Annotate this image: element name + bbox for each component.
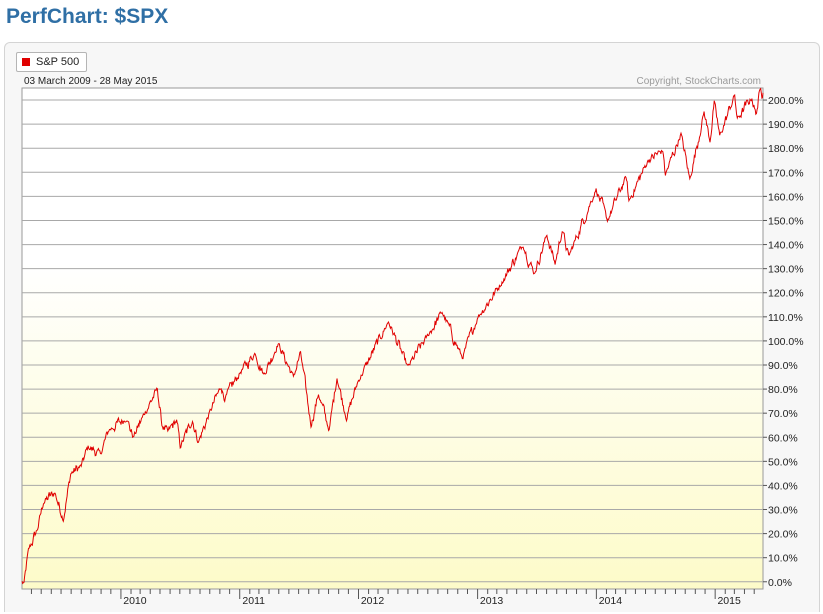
y-tick-label: 120.0%: [768, 288, 804, 300]
page-title: PerfChart: $SPX: [6, 5, 169, 28]
y-tick-label: 100.0%: [768, 336, 804, 348]
x-tick-label: 2015: [717, 595, 741, 607]
y-tick-label: 150.0%: [768, 215, 804, 227]
copyright-label: Copyright, StockCharts.com: [637, 76, 762, 87]
y-tick-label: 20.0%: [768, 529, 798, 541]
x-tick-label: 2010: [123, 595, 147, 607]
y-tick-label: 140.0%: [768, 240, 804, 252]
y-tick-label: 160.0%: [768, 191, 804, 203]
y-tick-label: 200.0%: [768, 95, 804, 107]
y-tick-label: 130.0%: [768, 264, 804, 276]
y-tick-label: 80.0%: [768, 384, 798, 396]
plot-area: [21, 87, 764, 590]
y-tick-label: 170.0%: [768, 167, 804, 179]
x-axis-ticks: [30, 589, 755, 599]
y-tick-label: 70.0%: [768, 408, 798, 420]
y-tick-label: 30.0%: [768, 505, 798, 517]
x-tick-label: 2014: [599, 595, 623, 607]
y-tick-label: 110.0%: [768, 312, 803, 324]
x-axis-labels: 2010 2011 2012 2013 2014 2015: [123, 595, 741, 607]
legend-swatch: [22, 58, 30, 66]
series-line-sp500: [21, 87, 764, 585]
y-tick-label: 0.0%: [768, 577, 792, 589]
y-tick-label: 40.0%: [768, 480, 798, 492]
legend-tab-sp500[interactable]: S&P 500: [16, 52, 88, 72]
x-tick-label: 2013: [480, 595, 504, 607]
y-tick-label: 50.0%: [768, 456, 798, 468]
y-axis-labels: 0.0% 10.0% 20.0% 30.0% 40.0% 50.0% 60.0% 70.0% 8…: [768, 95, 804, 589]
y-tick-label: 60.0%: [768, 432, 798, 444]
y-tick-label: 90.0%: [768, 360, 798, 372]
y-tick-label: 180.0%: [768, 143, 804, 155]
y-tick-label: 190.0%: [768, 119, 804, 131]
y-tick-label: 10.0%: [768, 553, 798, 565]
x-tick-label: 2011: [242, 595, 265, 607]
grid-lines: [22, 99, 767, 583]
date-range-label: 03 March 2009 - 28 May 2015: [24, 76, 158, 87]
x-tick-label: 2012: [361, 595, 385, 607]
legend-label: S&P 500: [36, 56, 80, 68]
